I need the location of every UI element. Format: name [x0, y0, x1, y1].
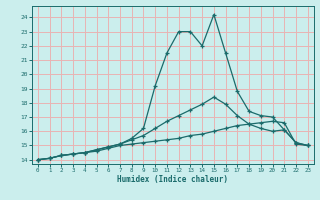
X-axis label: Humidex (Indice chaleur): Humidex (Indice chaleur) [117, 175, 228, 184]
